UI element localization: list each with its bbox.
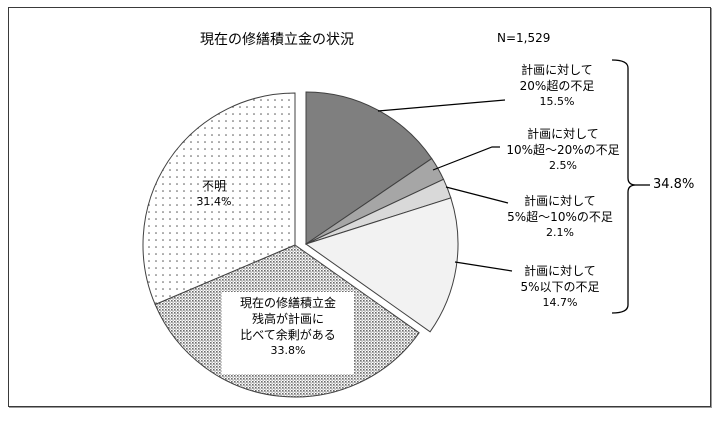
group-total-label: 34.8% (653, 177, 695, 192)
label-line: 比べて余剰がある (240, 328, 336, 342)
label-percent: 31.4% (196, 195, 232, 208)
label-shortfall-over-20: 計画に対して 20%超の不足 15.5% (498, 62, 616, 110)
leader-lines (377, 99, 513, 272)
label-shortfall-10-20: 計画に対して 10%超～20%の不足 2.5% (498, 126, 628, 174)
label-line: 5%超～10%の不足 (507, 210, 613, 224)
label-line: 計画に対して (527, 127, 599, 141)
pie-slice-1 (305, 91, 433, 245)
label-percent: 33.8% (270, 344, 306, 357)
leader-line-s2 (432, 146, 500, 171)
label-shortfall-5-10: 計画に対して 5%超～10%の不足 2.1% (500, 193, 620, 241)
label-shortfall-under-5: 計画に対して 5%以下の不足 14.7% (500, 263, 620, 311)
leader-line-s1 (377, 99, 506, 112)
label-percent: 2.1% (546, 226, 574, 239)
label-unknown: 不明 31.4% (192, 178, 236, 210)
label-line: 不明 (201, 179, 226, 193)
label-line: 計画に対して (524, 264, 596, 278)
leader-line-s3 (445, 186, 509, 204)
label-line: 計画に対して (521, 63, 593, 77)
label-line: 残高が計画に (251, 312, 324, 326)
label-percent: 2.5% (549, 159, 577, 172)
pie-slice-4 (304, 197, 459, 333)
label-line: 20%超の不足 (519, 79, 595, 93)
pie-slice-6 (142, 92, 296, 306)
label-line: 5%以下の不足 (520, 280, 600, 294)
label-line: 10%超～20%の不足 (506, 143, 620, 157)
sample-size-label: N=1,529 (497, 31, 551, 45)
leader-line-s4 (454, 261, 513, 272)
label-percent: 14.7% (542, 296, 578, 309)
label-surplus: 現在の修繕積立金 残高が計画に 比べて余剰がある 33.8% (222, 295, 354, 359)
label-line: 計画に対して (524, 194, 596, 208)
label-surplus-box: 現在の修繕積立金 残高が計画に 比べて余剰がある 33.8% (222, 292, 354, 374)
label-line: 現在の修繕積立金 (239, 296, 336, 310)
label-percent: 15.5% (539, 95, 575, 108)
chart-title: 現在の修繕積立金の状況 (200, 32, 354, 48)
